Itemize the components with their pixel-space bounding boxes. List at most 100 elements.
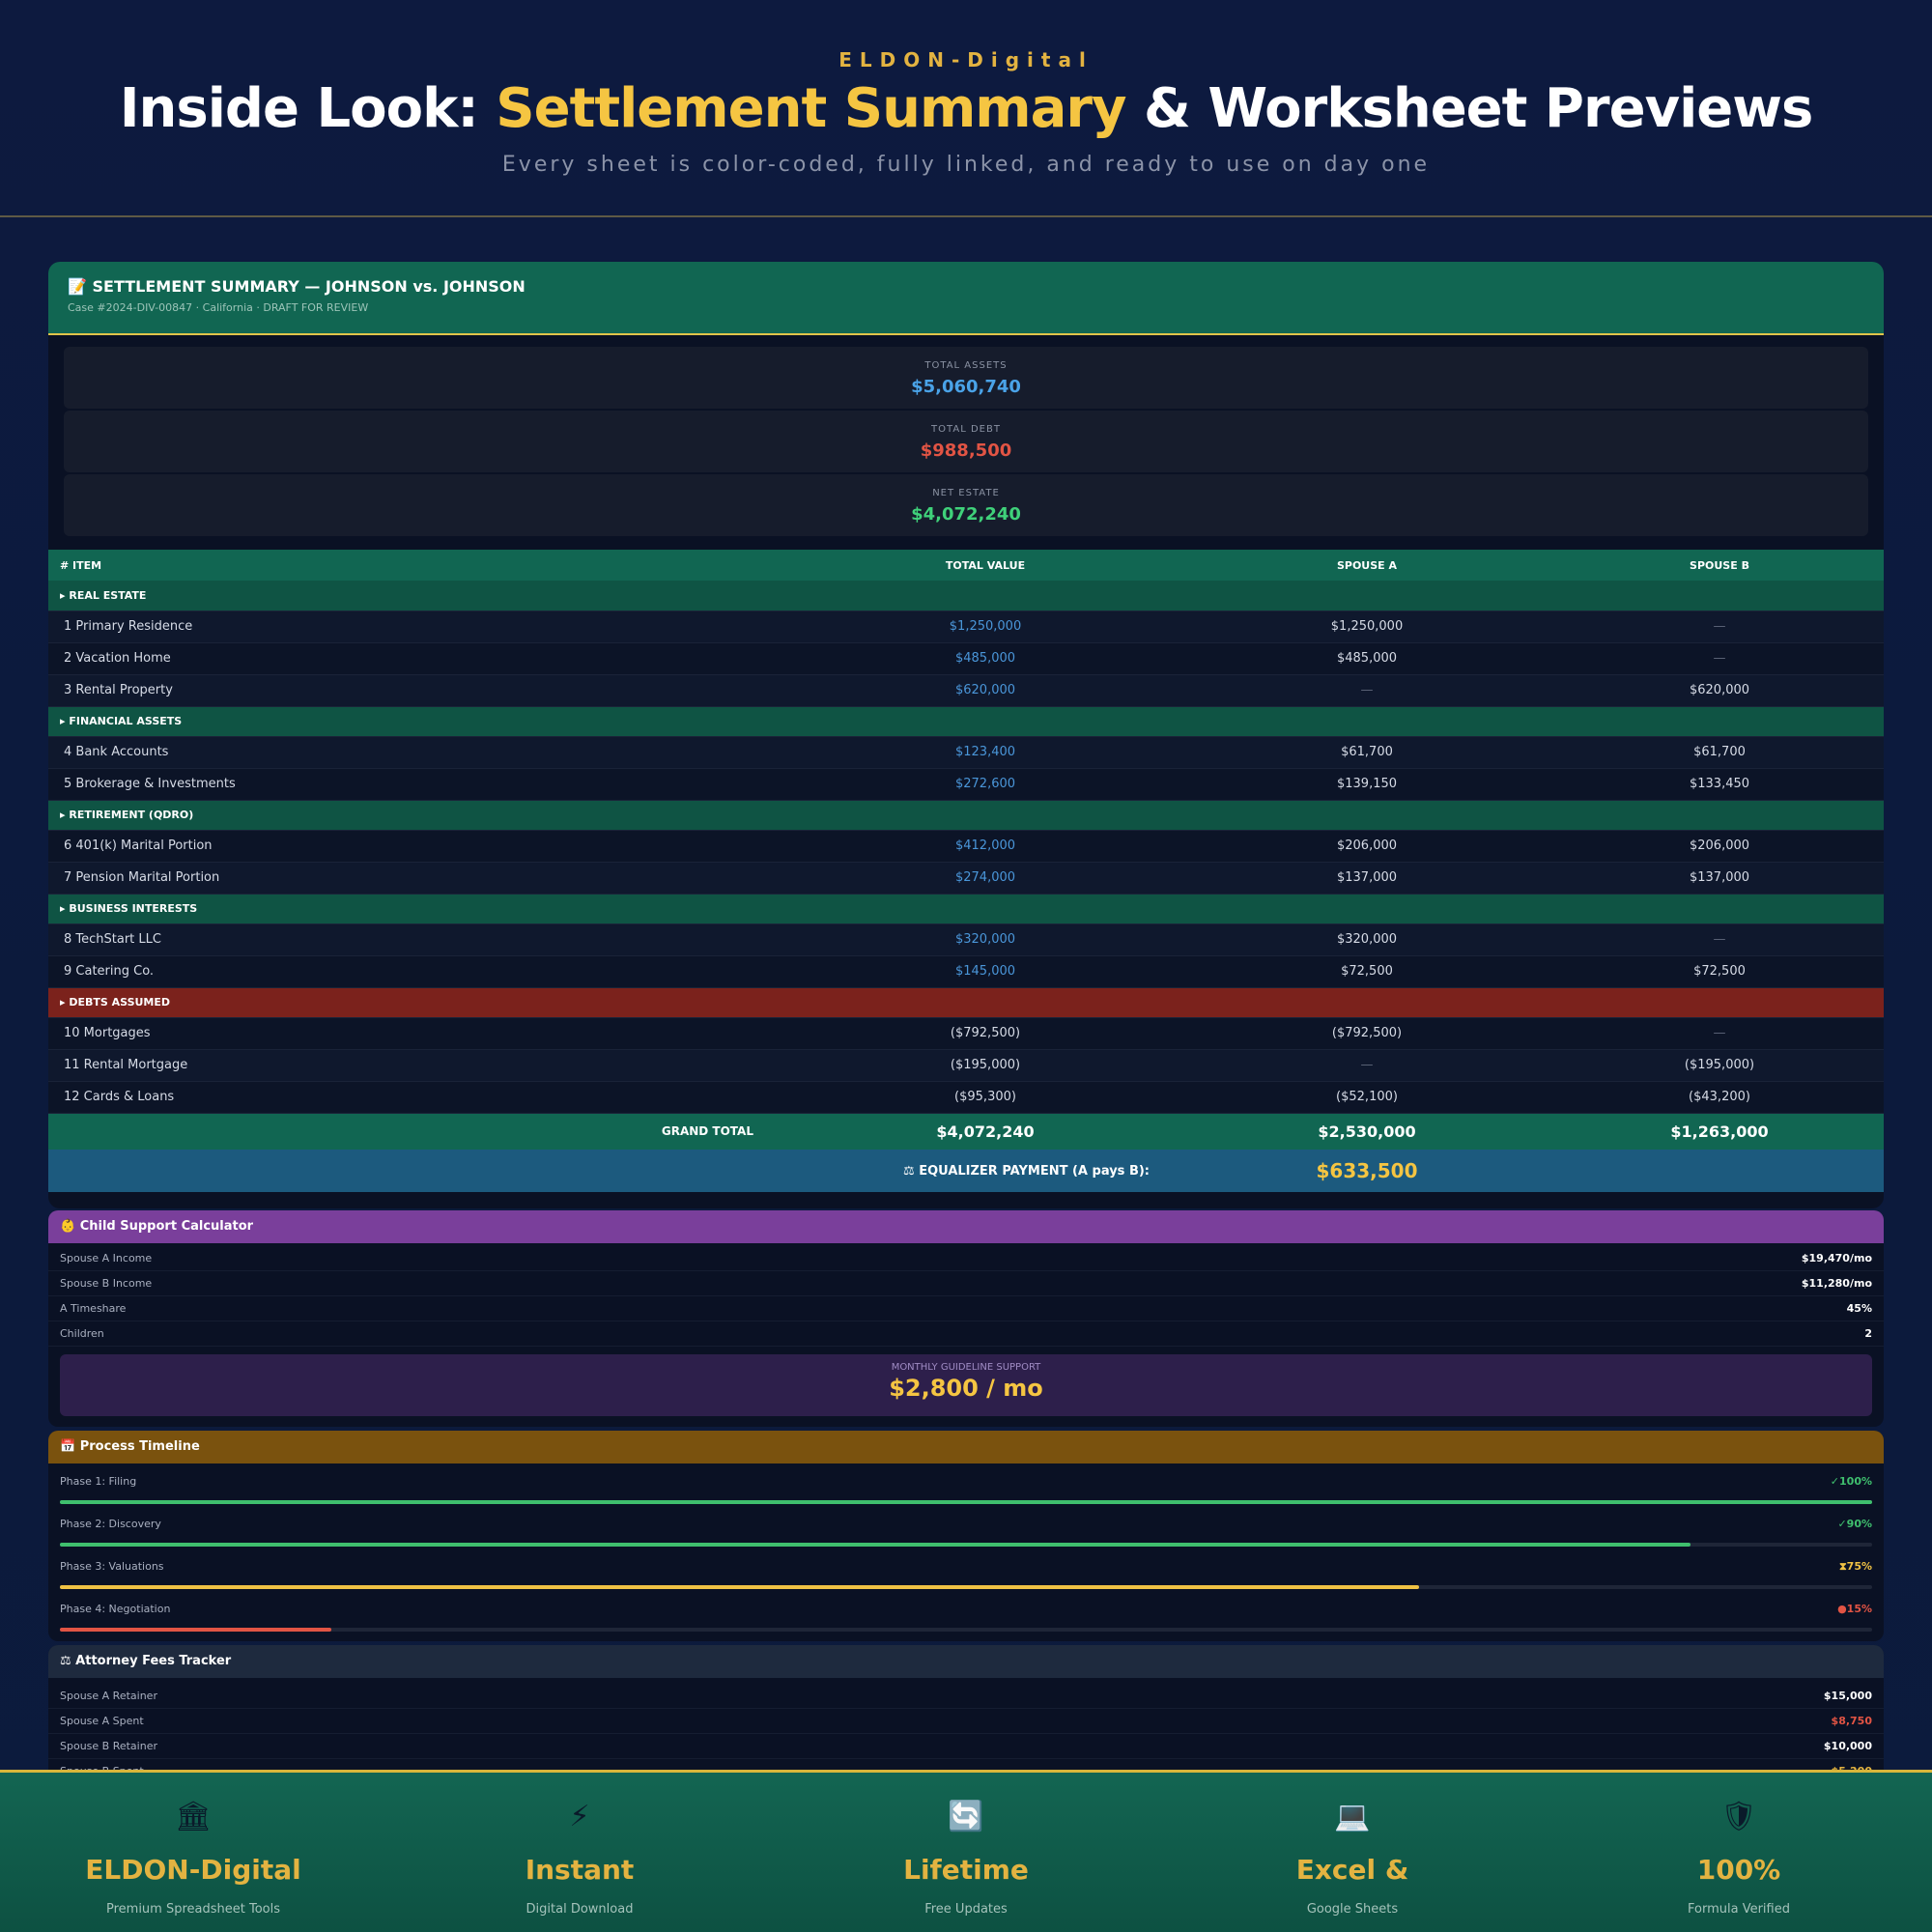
progress-track <box>60 1543 1872 1547</box>
total-value-cell: ($195,000) <box>792 1049 1179 1082</box>
timeline-title: 📅 Process Timeline <box>48 1431 1884 1463</box>
spouse-b-cell: $620,000 <box>1555 674 1884 707</box>
column-header[interactable]: TOTAL VALUE <box>792 550 1179 581</box>
feature-title: Instant <box>525 1854 635 1886</box>
item-cell: 5 Brokerage & Investments <box>48 768 792 801</box>
spouse-b-cell: — <box>1555 923 1884 956</box>
fee-row: Spouse A Retainer $15,000 <box>48 1684 1884 1709</box>
equalizer-spacer <box>1555 1150 1884 1192</box>
equalizer-label: ⚖ EQUALIZER PAYMENT (A pays B): <box>48 1150 1179 1192</box>
phase-item: Phase 1: Filing ✓100% <box>48 1463 1884 1506</box>
progress-track <box>60 1585 1872 1589</box>
spouse-a-cell: ($52,100) <box>1179 1081 1555 1114</box>
feature-title: Lifetime <box>903 1854 1029 1886</box>
summary-card-header: 📝 SETTLEMENT SUMMARY — JOHNSON vs. JOHNS… <box>48 262 1884 335</box>
child-support-panel: 👶 Child Support Calculator Spouse A Inco… <box>48 1210 1884 1427</box>
total-value-cell: ($95,300) <box>792 1081 1179 1114</box>
support-result-value: $2,800 / mo <box>889 1375 1043 1402</box>
item-cell: 7 Pension Marital Portion <box>48 862 792 895</box>
spouse-b-cell: ($43,200) <box>1555 1081 1884 1114</box>
table-row[interactable]: 6 401(k) Marital Portion $412,000 $206,000… <box>48 830 1884 863</box>
spouse-b-cell: — <box>1555 1017 1884 1050</box>
section-label: ▸ RETIREMENT (QDRO) <box>48 800 1884 831</box>
summary-title: 📝 SETTLEMENT SUMMARY — JOHNSON vs. JOHNS… <box>68 277 526 296</box>
fee-row: Spouse A Spent $8,750 <box>48 1709 1884 1734</box>
feature-title: ELDON-Digital <box>85 1854 301 1886</box>
progress-fill <box>60 1500 1872 1504</box>
feature-item: 🛡 100% Formula Verified <box>1546 1773 1932 1932</box>
feature-item: 💻 Excel & Google Sheets <box>1159 1773 1546 1932</box>
total-value-cell: $123,400 <box>792 736 1179 769</box>
section-label: ▸ BUSINESS INTERESTS <box>48 894 1884 924</box>
grand-total-label: GRAND TOTAL <box>48 1113 792 1150</box>
section-header-row: ▸ REAL ESTATE <box>48 581 1884 611</box>
fee-row: Spouse B Retainer $10,000 <box>48 1734 1884 1759</box>
progress-fill <box>60 1585 1419 1589</box>
feature-title: 100% <box>1696 1854 1781 1886</box>
phase-item: Phase 3: Valuations ⧗75% <box>48 1548 1884 1591</box>
spouse-b-cell: — <box>1555 611 1884 643</box>
kpi-net-estate: NET ESTATE $4,072,240 <box>64 474 1868 536</box>
spouse-b-cell: $137,000 <box>1555 862 1884 895</box>
feature-item: 🔄 Lifetime Free Updates <box>773 1773 1159 1932</box>
attorney-fees-panel: ⚖ Attorney Fees Tracker Spouse A Retaine… <box>48 1645 1884 1780</box>
spouse-b-cell: — <box>1555 642 1884 675</box>
case-line: Case #2024-DIV-00847 · California · DRAF… <box>68 301 369 314</box>
spouse-a-cell: $139,150 <box>1179 768 1555 801</box>
table-row[interactable]: 4 Bank Accounts $123,400 $61,700 $61,700 <box>48 736 1884 769</box>
table-row[interactable]: 3 Rental Property $620,000— $620,000 <box>48 674 1884 707</box>
kpi-total-debt: TOTAL DEBT $988,500 <box>64 411 1868 472</box>
column-header[interactable]: # ITEM <box>48 550 792 581</box>
phase-status: ✓100% <box>1830 1475 1872 1488</box>
grand-total-a: $2,530,000 <box>1179 1113 1555 1150</box>
page-title: Inside Look: Settlement Summary & Worksh… <box>0 77 1932 140</box>
kpi-value: $4,072,240 <box>911 504 1021 525</box>
spouse-a-cell: — <box>1179 674 1555 707</box>
table-row[interactable]: 10 Mortgages ($792,500) ($792,500) — <box>48 1017 1884 1050</box>
item-cell: 11 Rental Mortgage <box>48 1049 792 1082</box>
section-label: ▸ REAL ESTATE <box>48 581 1884 611</box>
feature-title: Excel & <box>1295 1854 1409 1886</box>
spouse-b-cell: $133,450 <box>1555 768 1884 801</box>
table-header-row: # ITEM TOTAL VALUE SPOUSE A SPOUSE B <box>48 550 1884 581</box>
item-cell: 9 Catering Co. <box>48 955 792 988</box>
process-timeline-panel: 📅 Process Timeline Phase 1: Filing ✓100% P… <box>48 1431 1884 1641</box>
feature-item: 🏛 ELDON-Digital Premium Spreadsheet Tool… <box>0 1773 386 1932</box>
item-cell: 6 401(k) Marital Portion <box>48 830 792 863</box>
phase-name: Phase 4: Negotiation <box>60 1603 171 1615</box>
section-label: ▸ DEBTS ASSUMED <box>48 987 1884 1018</box>
grand-total-row: GRAND TOTAL $4,072,240 $2,530,000 $1,263,00… <box>48 1113 1884 1150</box>
item-cell: 4 Bank Accounts <box>48 736 792 769</box>
table-row[interactable]: 7 Pension Marital Portion $274,000 $137,00… <box>48 862 1884 895</box>
table-row[interactable]: 8 TechStart LLC $320,000 $320,000— <box>48 923 1884 956</box>
total-value-cell: $1,250,000 <box>792 611 1179 643</box>
total-value-cell: $412,000 <box>792 830 1179 863</box>
table-row[interactable]: 1 Primary Residence $1,250,000 $1,250,000— <box>48 611 1884 643</box>
total-value-cell: $620,000 <box>792 674 1179 707</box>
settlement-table: # ITEM TOTAL VALUE SPOUSE A SPOUSE B ▸ R… <box>48 550 1884 1192</box>
column-header[interactable]: SPOUSE A <box>1179 550 1555 581</box>
section-label: ▸ FINANCIAL ASSETS <box>48 706 1884 737</box>
kpi-value: $5,060,740 <box>911 377 1021 397</box>
feature-item: ⚡ Instant Digital Download <box>386 1773 773 1932</box>
progress-fill <box>60 1543 1691 1547</box>
section-header-row: ▸ FINANCIAL ASSETS <box>48 706 1884 737</box>
kv-row: Children 2 <box>48 1321 1884 1347</box>
progress-track <box>60 1500 1872 1504</box>
table-row[interactable]: 9 Catering Co. $145,000 $72,500 $72,500 <box>48 955 1884 988</box>
spouse-a-cell: — <box>1179 1049 1555 1082</box>
table-row[interactable]: 11 Rental Mortgage ($195,000) — ($195,000) <box>48 1049 1884 1082</box>
page-subtitle: Every sheet is color-coded, fully linked… <box>501 153 1431 177</box>
shield-icon: 🛡 <box>1719 1800 1758 1833</box>
phase-item: Phase 4: Negotiation ●15% <box>48 1591 1884 1634</box>
table-row[interactable]: 12 Cards & Loans ($95,300) ($52,100) ($43,2… <box>48 1081 1884 1114</box>
spouse-a-cell: $485,000 <box>1179 642 1555 675</box>
feature-subtitle: Premium Spreadsheet Tools <box>105 1902 281 1917</box>
spouse-a-cell: $320,000 <box>1179 923 1555 956</box>
table-row[interactable]: 2 Vacation Home $485,000 $485,000— <box>48 642 1884 675</box>
phase-name: Phase 2: Discovery <box>60 1518 161 1530</box>
kv-row: Spouse A Income $19,470/mo <box>48 1246 1884 1271</box>
laptop-icon: 💻 <box>1334 1800 1371 1833</box>
table-row[interactable]: 5 Brokerage & Investments $272,600 $139,15… <box>48 768 1884 801</box>
column-header[interactable]: SPOUSE B <box>1555 550 1884 581</box>
